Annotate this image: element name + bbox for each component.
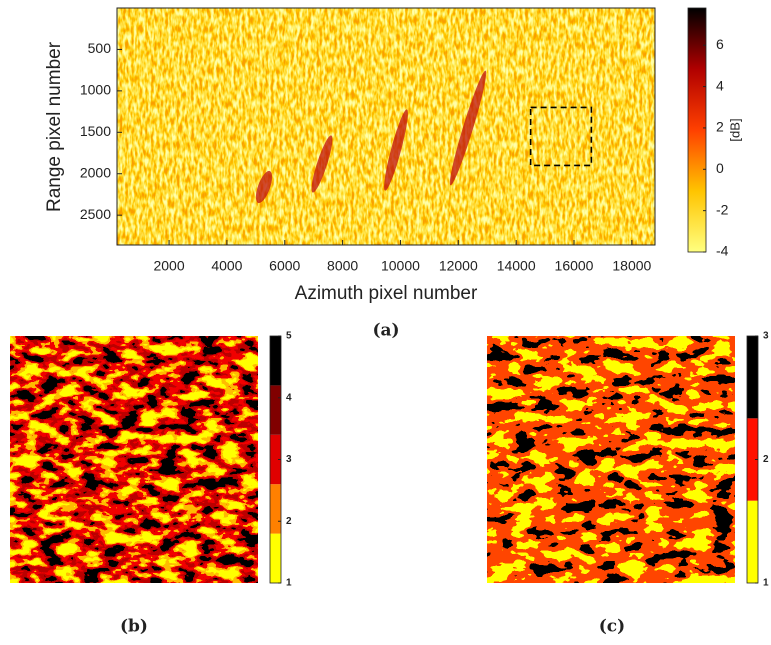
y-axis-label: Range pixel number [44, 41, 65, 212]
caption: (b) [120, 617, 148, 637]
x-tick-label: 10000 [381, 258, 420, 274]
y-tick-label: 2500 [80, 206, 111, 222]
colorbar [688, 8, 706, 252]
colorbar-tick-label: 5 [286, 331, 292, 342]
y-tick-label: 1000 [80, 82, 111, 98]
colorbar-segment [270, 336, 281, 386]
class-map [10, 336, 258, 583]
colorbar-tick-label: 4 [286, 392, 292, 403]
caption: (c) [599, 617, 625, 637]
colorbar-frame [687, 7, 707, 253]
colorbar-tick-label: 2 [716, 119, 724, 135]
colorbar-label: [dB] [727, 118, 742, 141]
y-tick-label: 2000 [80, 164, 111, 180]
x-tick-label: 4000 [211, 258, 242, 274]
x-tick-label: 12000 [439, 258, 478, 274]
colorbar-tick-label: 3 [286, 454, 292, 465]
x-tick-label: 8000 [327, 258, 358, 274]
x-tick-label: 18000 [612, 258, 651, 274]
colorbar-segment [747, 418, 758, 501]
colorbar-tick-label: -4 [716, 243, 729, 259]
colorbar-tick-label: 2 [763, 454, 769, 465]
colorbar-segment [747, 500, 758, 583]
y-tick-label: 500 [88, 40, 112, 56]
colorbar-tick-label: 3 [763, 331, 769, 342]
colorbar-segment [747, 336, 758, 419]
colorbar-tick-label: 0 [716, 160, 724, 176]
colorbar-tick-label: 6 [716, 36, 724, 52]
x-tick-label: 6000 [269, 258, 300, 274]
x-tick-label: 2000 [153, 258, 184, 274]
colorbar-tick-label: 1 [763, 578, 769, 589]
x-tick-label: 14000 [497, 258, 536, 274]
colorbar-tick-label: 1 [286, 578, 292, 589]
colorbar-segment [270, 533, 281, 583]
colorbar-segment [270, 434, 281, 485]
x-axis-label: Azimuth pixel number [295, 283, 478, 304]
sar-image [117, 8, 655, 245]
class-map [487, 336, 735, 583]
streaks [255, 70, 487, 204]
x-tick-label: 16000 [555, 258, 594, 274]
y-tick-label: 1500 [80, 123, 111, 139]
axes-frame [116, 7, 656, 246]
colorbar-tick-label: -2 [716, 201, 729, 217]
colorbar-segment [270, 385, 281, 435]
colorbar-tick-label: 2 [286, 516, 292, 527]
roi-box [529, 106, 593, 167]
colorbar-segment [270, 484, 281, 534]
caption: (a) [372, 321, 399, 341]
colorbar-tick-label: 4 [716, 77, 724, 93]
